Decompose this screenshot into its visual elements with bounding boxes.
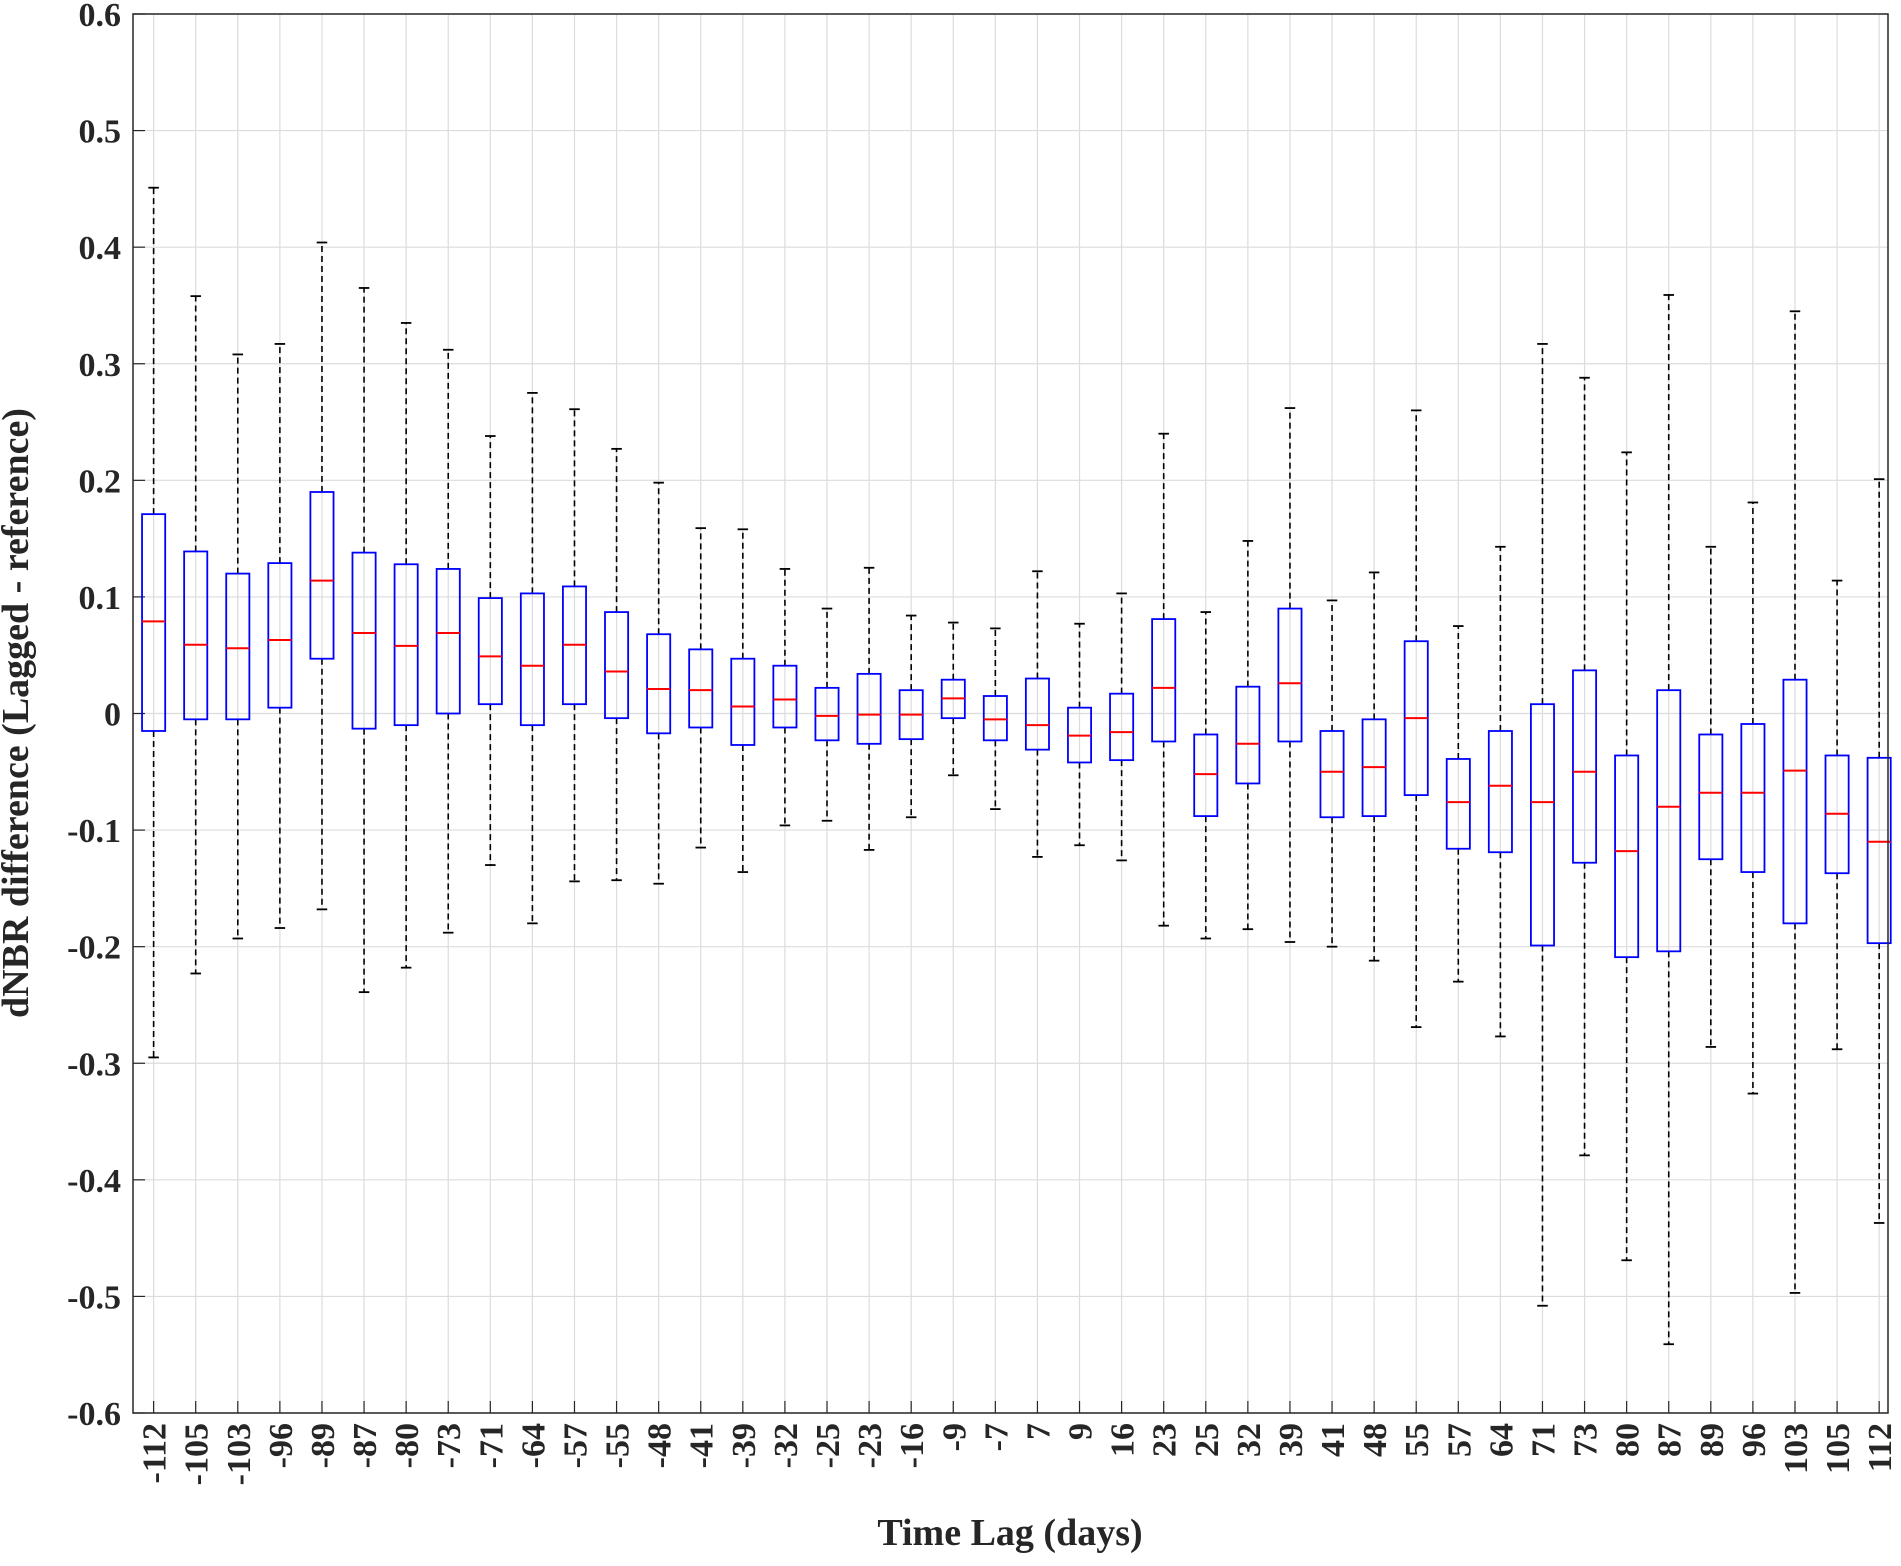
x-tick-label: -39 (726, 1423, 763, 1468)
x-tick-label: -48 (642, 1423, 679, 1468)
box (1024, 677, 1050, 751)
y-tick-label: -0.2 (67, 930, 121, 967)
box (309, 491, 335, 660)
x-tick-label: 48 (1357, 1423, 1394, 1457)
box (982, 695, 1008, 742)
y-tick-label: 0.5 (79, 114, 122, 151)
x-tick-label: -89 (305, 1423, 342, 1468)
x-tick-label: -73 (431, 1423, 468, 1468)
y-tick-label: -0.6 (67, 1396, 121, 1433)
box (267, 562, 293, 709)
box (351, 551, 377, 730)
box (1319, 730, 1345, 819)
box (688, 648, 714, 729)
box (1445, 758, 1471, 850)
x-tick-label: -71 (473, 1423, 510, 1468)
x-tick-label: -23 (852, 1423, 889, 1468)
y-tick-label: 0.1 (79, 580, 122, 617)
x-tick-label: -41 (684, 1423, 721, 1468)
box (856, 672, 882, 745)
x-tick-label: 32 (1231, 1423, 1268, 1457)
x-tick-label: 103 (1778, 1423, 1815, 1474)
x-tick-label: 105 (1820, 1423, 1857, 1474)
x-tick-label: -25 (810, 1423, 847, 1468)
box (1656, 689, 1682, 953)
y-tick-label: -0.1 (67, 813, 121, 850)
box (183, 550, 209, 721)
box (646, 633, 672, 735)
x-tick-label: -96 (263, 1423, 300, 1468)
box (772, 664, 798, 729)
x-tick-label: -80 (389, 1423, 426, 1468)
box (1866, 756, 1892, 945)
y-tick-label: -0.5 (67, 1279, 121, 1316)
box (1614, 754, 1640, 959)
x-tick-label: -103 (221, 1423, 258, 1485)
y-tick-label: 0.2 (79, 463, 122, 500)
x-tick-label: 7 (1020, 1423, 1057, 1440)
x-axis-label: Time Lag (days) (877, 1512, 1142, 1554)
x-tick-label: 89 (1694, 1423, 1731, 1457)
x-tick-label: 23 (1147, 1423, 1184, 1457)
box (814, 686, 840, 742)
x-tick-label: 57 (1441, 1423, 1478, 1457)
box (1698, 733, 1724, 861)
y-tick-label: 0.3 (79, 347, 122, 384)
y-tick-label: 0 (104, 697, 121, 734)
box (141, 513, 167, 732)
x-tick-label: 9 (1063, 1423, 1100, 1440)
plot-frame (132, 13, 1889, 1414)
x-tick-label: 41 (1315, 1423, 1352, 1457)
x-tick-label: 80 (1610, 1423, 1647, 1457)
x-tick-label: 112 (1862, 1423, 1899, 1472)
box (1487, 730, 1513, 854)
x-tick-label: 73 (1568, 1423, 1605, 1457)
box (1740, 723, 1766, 873)
box (519, 592, 545, 727)
y-tick-label: -0.3 (67, 1046, 121, 1083)
x-tick-label: 87 (1652, 1423, 1689, 1457)
y-tick-label: 0.4 (79, 230, 122, 267)
box (1235, 685, 1261, 785)
x-tick-label: 71 (1525, 1423, 1562, 1457)
x-tick-label: -112 (137, 1423, 174, 1483)
x-tick-label: 16 (1105, 1423, 1142, 1457)
box (393, 563, 419, 727)
y-tick-label: 0.6 (79, 0, 122, 34)
x-tick-label: -32 (768, 1423, 805, 1468)
x-tick-label: 39 (1273, 1423, 1310, 1457)
box (1193, 733, 1219, 817)
box (1109, 692, 1135, 762)
box (730, 657, 756, 746)
x-tick-label: -57 (557, 1423, 594, 1468)
x-tick-label: 25 (1189, 1423, 1226, 1457)
box (1529, 703, 1555, 947)
box (225, 572, 251, 721)
x-tick-label: 55 (1399, 1423, 1436, 1457)
x-tick-label: -7 (978, 1423, 1015, 1451)
box (1782, 678, 1808, 925)
x-tick-label: -87 (347, 1423, 384, 1468)
box (435, 568, 461, 715)
box (604, 611, 630, 720)
box (1151, 618, 1177, 743)
x-tick-label: 64 (1483, 1423, 1520, 1457)
y-tick-label: -0.4 (67, 1163, 121, 1200)
box (1572, 669, 1598, 864)
x-tick-label: -9 (936, 1423, 973, 1451)
x-tick-label: 96 (1736, 1423, 1773, 1457)
y-axis-label: dNBR difference (Lagged - reference) (0, 408, 37, 1018)
box (477, 597, 503, 706)
x-tick-label: -16 (894, 1423, 931, 1468)
box (1277, 607, 1303, 743)
x-tick-label: -55 (600, 1423, 637, 1468)
x-tick-label: -105 (179, 1423, 216, 1485)
x-tick-label: -64 (515, 1423, 552, 1468)
